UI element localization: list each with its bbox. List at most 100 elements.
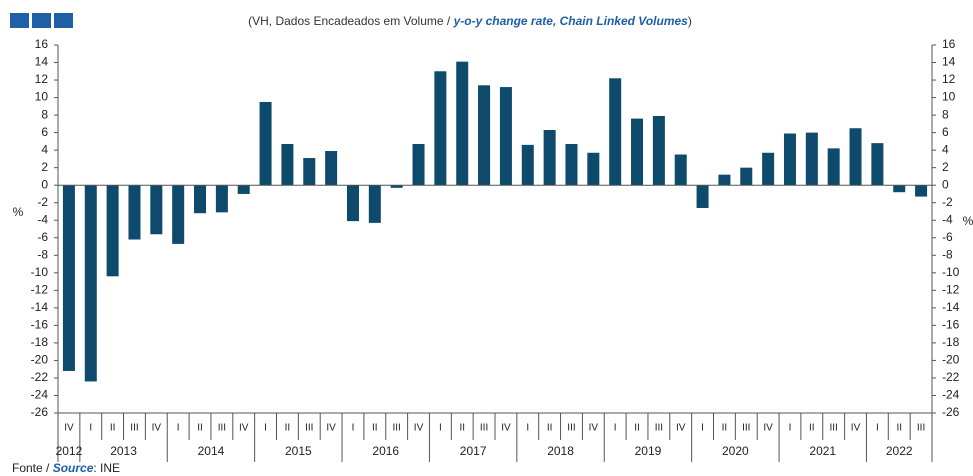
y-tick-label: -18 [31,335,49,349]
year-label: 2016 [372,444,399,458]
bar [805,132,818,186]
y-tick-label: -10 [31,265,49,279]
bar [565,144,578,186]
y-tick-label: -14 [31,300,49,314]
x-tick-label: III [218,423,226,434]
bar [827,148,840,186]
bar [368,185,381,223]
y-tick-label: -8 [37,247,48,261]
year-label: 2017 [460,444,487,458]
year-label: 2020 [722,444,749,458]
x-tick-label: II [110,423,116,434]
x-tick-label: III [742,423,750,434]
y2-tick-label: -24 [942,388,960,402]
bar [128,185,141,240]
subtitle-end: ) [688,14,692,28]
y2-tick-label: -6 [942,230,953,244]
x-tick-label: II [372,423,378,434]
year-label: 2012 [56,444,83,458]
bar [893,185,906,193]
y-tick-label: -16 [31,318,49,332]
bar [674,154,687,186]
y2-tick-label: -8 [942,247,953,261]
x-tick-label: IV [763,423,773,434]
y-tick-label: 0 [41,177,48,191]
bar [915,185,928,197]
y-tick-label: -24 [31,388,49,402]
y2-tick-label: 16 [942,37,956,51]
bar [871,143,884,186]
x-tick-label: IV [501,423,511,434]
x-tick-label: IV [589,423,599,434]
bar [762,152,775,186]
y-tick-label: -6 [37,230,48,244]
y2-tick-label: 6 [942,125,949,139]
x-tick-label: III [480,423,488,434]
bar [106,185,119,277]
bar [62,185,75,371]
y2-tick-label: -10 [942,265,960,279]
bar [521,144,534,186]
x-tick-label: II [809,423,815,434]
bar [783,133,796,186]
y2-tick-label: 8 [942,107,949,121]
bar [412,144,425,186]
bar [84,185,97,382]
bar [718,174,731,186]
y-tick-label: 12 [35,72,49,86]
y2-tick-label: 12 [942,72,956,86]
logo-square [54,13,73,28]
x-tick-label: I [526,423,529,434]
subtitle-en: y-o-y change rate, Chain Linked Volumes [453,14,689,28]
y-tick-label: 10 [35,90,49,104]
x-tick-label: II [547,423,553,434]
x-tick-label: I [789,423,792,434]
bar [478,85,491,186]
x-tick-label: II [285,423,291,434]
y2-tick-label: 14 [942,55,956,69]
y-axis-label: % [13,205,24,219]
y2-tick-label: -26 [942,405,960,419]
x-tick-label: III [917,423,925,434]
bar [543,129,556,186]
x-tick-label: I [89,423,92,434]
bar [259,101,272,186]
bar [849,128,862,186]
x-tick-label: IV [676,423,686,434]
source-en: Source [53,461,94,475]
x-tick-label: IV [326,423,336,434]
x-tick-label: III [830,423,838,434]
bar [390,185,403,188]
bar [609,78,622,186]
bar [237,185,250,194]
y2-tick-label: -4 [942,212,953,226]
bar [303,158,316,186]
y-tick-label: -4 [37,212,48,226]
subtitle-pt: (VH, Dados Encadeados em Volume / [248,14,453,28]
y-tick-label: -20 [31,353,49,367]
bar [740,167,753,186]
y2-tick-label: 10 [942,90,956,104]
y-tick-label: -12 [31,283,49,297]
x-tick-label: II [197,423,203,434]
y-tick-label: -2 [37,195,48,209]
y2-tick-label: 0 [942,177,949,191]
x-tick-label: I [352,423,355,434]
year-label: 2021 [809,444,836,458]
year-label: 2015 [285,444,312,458]
x-tick-label: III [305,423,313,434]
bar [587,152,600,186]
bar [499,87,512,186]
bar [346,185,359,222]
x-tick-label: II [634,423,640,434]
y2-tick-label: -18 [942,335,960,349]
bar [325,151,338,186]
y-tick-label: -26 [31,405,49,419]
source-value: : INE [93,461,120,475]
x-tick-label: I [701,423,704,434]
source-pt: Fonte / [12,461,53,475]
y2-tick-label: -14 [942,300,960,314]
y-tick-label: 2 [41,160,48,174]
x-tick-label: I [614,423,617,434]
